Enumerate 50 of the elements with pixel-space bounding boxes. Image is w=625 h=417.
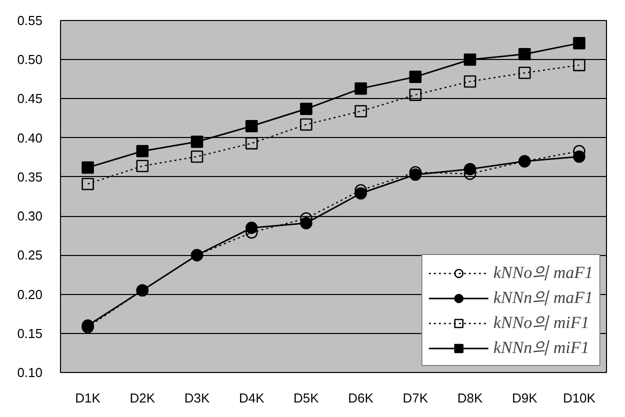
x-tick-label: D7K (402, 390, 428, 406)
point (464, 75, 476, 88)
point (190, 150, 204, 163)
y-tick-label: 0.50 (17, 52, 43, 68)
point (464, 53, 476, 66)
x-tick-label: D8K (457, 390, 483, 406)
point (573, 37, 586, 50)
point (82, 178, 94, 190)
point (409, 88, 422, 101)
x-tick-label: D10K (562, 390, 596, 406)
point (354, 82, 367, 95)
point (409, 168, 422, 181)
point (300, 102, 312, 116)
x-tick-label: D2K (130, 390, 156, 406)
point (300, 216, 312, 230)
legend-label: kNNn의 miF1 (493, 337, 590, 359)
x-tick-label: D4K (238, 390, 265, 406)
point (354, 187, 367, 200)
point (82, 161, 94, 174)
point (354, 105, 367, 118)
point (245, 120, 258, 132)
y-tick-label: 0.55 (17, 13, 43, 28)
point (245, 137, 258, 150)
point (409, 70, 422, 83)
point (245, 222, 258, 234)
x-tick-label: D9K (512, 390, 538, 406)
y-tick-label: 0.15 (17, 326, 43, 341)
legend-label: kNNn의 maF1 (493, 287, 593, 309)
y-tick-label: 0.10 (17, 365, 43, 380)
x-tick-label: D1K (75, 390, 101, 406)
y-tick-label: 0.35 (17, 169, 43, 184)
x-tick-label: D3K (184, 390, 210, 406)
y-tick-label: 0.40 (17, 130, 43, 146)
point (136, 160, 149, 172)
point (573, 58, 586, 72)
y-tick-label: 0.45 (17, 91, 43, 106)
legend-label: kNNo의 maF1 (493, 262, 593, 284)
y-tick-label: 0.30 (17, 208, 43, 224)
point (518, 48, 531, 60)
point (464, 162, 476, 176)
point (300, 118, 312, 131)
point (573, 150, 586, 163)
point (136, 144, 149, 158)
legend-label: kNNo의 miF1 (493, 312, 590, 334)
x-tick-label: D6K (348, 390, 374, 406)
point (190, 136, 204, 148)
y-tick-label: 0.25 (17, 248, 43, 263)
y-tick-label: 0.20 (17, 286, 43, 302)
point (518, 66, 531, 80)
x-tick-label: D5K (294, 390, 320, 406)
